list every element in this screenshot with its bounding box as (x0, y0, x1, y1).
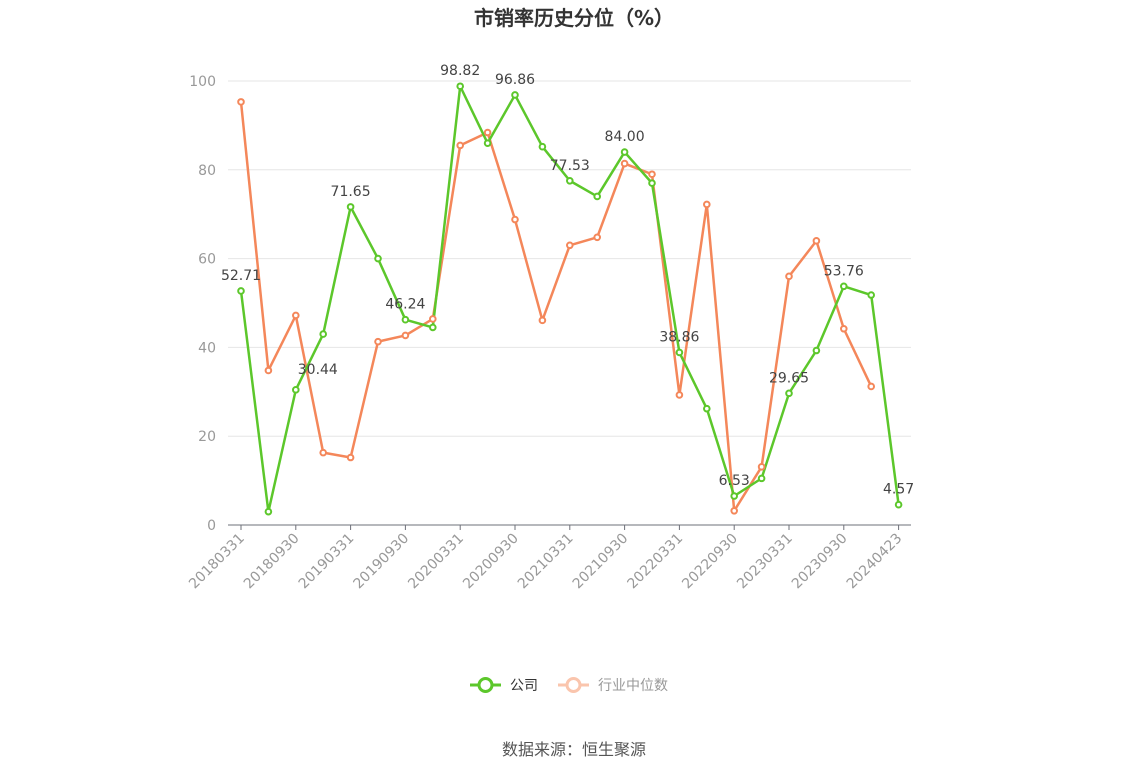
data-point (401, 331, 410, 340)
legend-circle-icon (565, 677, 582, 693)
source-note: 数据来源：恒生聚源 (502, 740, 646, 759)
data-point (566, 176, 574, 185)
data-label: 29.65 (769, 370, 809, 386)
x-tick-label: 20190930 (351, 531, 413, 593)
data-point (319, 448, 328, 457)
grid (228, 80, 911, 437)
x-tick-label: 20200331 (405, 531, 467, 593)
x-tick-label: 20200930 (460, 531, 522, 593)
data-point (319, 330, 328, 338)
data-label: 52.71 (221, 268, 261, 284)
x-tick-label: 20220930 (679, 531, 741, 593)
data-point (675, 391, 684, 399)
data-point (593, 233, 602, 242)
data-label: 96.86 (495, 72, 535, 88)
data-label: 30.44 (298, 362, 338, 378)
legend-item-company[interactable]: 公司 (470, 677, 538, 694)
y-tick-label: 20 (198, 429, 216, 445)
data-label: 6.53 (719, 473, 750, 489)
data-point (511, 215, 519, 224)
data-labels: 52.71 30.44 71.65 46.24 98.82 96.86 77.53 84.00… (221, 63, 914, 497)
data-label: 71.65 (331, 184, 371, 200)
x-tick-label: 20230331 (734, 531, 796, 593)
data-point (346, 203, 355, 211)
legend-label-company: 公司 (510, 678, 538, 694)
data-point (456, 82, 465, 91)
data-point (840, 282, 848, 291)
y-tick-label: 0 (207, 518, 216, 534)
y-tick-label: 80 (198, 163, 216, 179)
y-tick-label: 40 (198, 340, 216, 356)
data-point (538, 316, 547, 325)
data-point (429, 323, 437, 332)
data-point (785, 272, 793, 281)
legend: 公司 行业中位数 (470, 677, 668, 694)
data-point (675, 348, 684, 357)
data-label: 84.00 (605, 129, 645, 145)
data-point (812, 237, 821, 245)
data-label: 77.53 (550, 158, 590, 174)
data-label: 53.76 (824, 263, 864, 279)
series-line (239, 101, 873, 513)
data-point (511, 91, 519, 99)
chart-title: 市销率历史分位（%） (474, 6, 674, 30)
legend-label-industry-median: 行业中位数 (598, 678, 668, 694)
data-point (264, 507, 273, 516)
x-tick-label: 20180331 (186, 531, 248, 593)
x-axis: 2018033120180930201903312019093020200331… (186, 524, 911, 593)
data-point (292, 311, 300, 320)
y-tick-label: 60 (198, 252, 216, 268)
legend-circle-icon (477, 677, 494, 693)
data-label: 46.24 (385, 297, 425, 313)
x-tick-label: 20210930 (570, 531, 632, 593)
data-point (237, 98, 245, 106)
data-point (867, 291, 876, 299)
x-tick-label: 20180930 (241, 531, 303, 593)
data-point (703, 200, 711, 209)
series-line (239, 84, 900, 513)
data-point (648, 170, 656, 179)
x-tick-label: 20230930 (789, 531, 851, 593)
data-point (429, 315, 437, 323)
data-label: 98.82 (440, 63, 480, 79)
data-point (538, 142, 547, 151)
data-point (566, 241, 574, 250)
series-points (237, 82, 903, 516)
data-point (785, 389, 793, 398)
data-point (292, 386, 300, 394)
data-point (264, 366, 273, 375)
data-point (894, 500, 903, 509)
data-point (648, 179, 656, 187)
data-point (867, 382, 876, 391)
data-point (840, 324, 848, 333)
legend-item-industry-median[interactable]: 行业中位数 (558, 677, 668, 694)
data-point (812, 346, 821, 355)
data-point (620, 159, 629, 168)
data-point (730, 506, 739, 515)
data-point (374, 337, 382, 346)
series-lines (239, 84, 900, 513)
data-point (730, 492, 739, 500)
data-point (483, 128, 492, 137)
data-point (483, 139, 492, 147)
data-point (757, 463, 766, 471)
x-tick-label: 20210331 (515, 531, 577, 593)
data-point (374, 254, 382, 263)
data-point (237, 287, 245, 295)
x-tick-label: 20240423 (844, 531, 906, 593)
data-point (620, 148, 629, 156)
data-point (593, 192, 602, 201)
data-point (757, 474, 766, 483)
y-tick-label: 100 (189, 74, 216, 90)
data-point (401, 315, 410, 324)
data-point (456, 141, 465, 150)
x-tick-label: 20190331 (296, 531, 358, 593)
y-axis: 0 20 40 60 80 100 (189, 74, 216, 534)
data-label: 4.57 (883, 482, 914, 498)
data-point (346, 453, 355, 462)
x-tick-label: 20220331 (625, 531, 687, 593)
data-label: 38.86 (659, 329, 699, 345)
data-point (703, 404, 711, 413)
